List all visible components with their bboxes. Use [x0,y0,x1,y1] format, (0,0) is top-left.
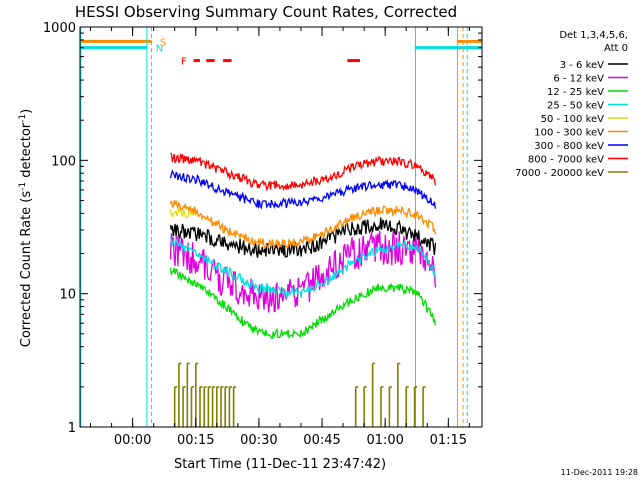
annotation-s: S [160,37,166,48]
x-tick-label: 01:15 [430,433,467,448]
x-tick-label: 00:15 [177,433,214,448]
y-tick-label: 1000 [43,21,76,36]
status-bands [80,39,482,63]
y-axis-label-sup1: -1 [18,182,28,191]
series-3 [169,236,437,299]
y-tick-label: 1 [68,421,76,436]
x-tick-label: 00:30 [240,433,277,448]
legend-header-0: Det 1,3,4,5,6, [559,30,628,41]
legend-label-8: 7000 - 20000 keV [515,168,604,179]
x-tick-label: 00:00 [114,433,151,448]
series-0 [169,217,437,259]
legend-label-1: 6 - 12 keV [553,74,604,85]
y-axis: 1 10 100 1000 [43,21,482,436]
legend-label-3: 25 - 50 keV [547,101,604,112]
y-axis-label-end: ) [19,109,34,114]
y-axis-label-sup2: -1 [18,114,28,123]
timestamp: 11-Dec-2011 19:28 [561,468,638,477]
y-tick-label: 100 [51,154,76,169]
series-7 [170,152,437,192]
series-5 [169,200,437,250]
plot-frame [79,26,483,428]
y-axis-label: Corrected Count Rate (s-1 detector-1) [18,109,34,347]
annotation-f: F [181,57,187,68]
annotation-n: N [156,44,163,55]
legend-header-1: Att 0 [604,43,628,54]
series-4 [169,207,197,219]
series-8 [173,362,426,427]
x-tick-label: 01:00 [366,433,403,448]
y-axis-label-mid: detector [19,122,34,182]
x-axis: 00:00 00:15 00:30 00:45 01:00 01:15 [90,27,470,448]
series-6 [169,169,437,210]
y-tick-label: 10 [59,288,76,303]
y-axis-label-main: Corrected Count Rate (s [19,191,34,348]
legend-label-7: 800 - 7000 keV [528,155,604,166]
legend-label-6: 300 - 800 keV [534,141,604,152]
legend-label-4: 50 - 100 keV [541,114,605,125]
x-tick-label: 00:45 [303,433,340,448]
vertical-markers [80,27,468,427]
legend-label-0: 3 - 6 keV [560,60,604,71]
series-layer [169,152,437,427]
series-1 [169,230,437,313]
legend: Det 1,3,4,5,6, Att 03 - 6 keV 6 - 12 keV 12… [515,30,628,179]
series-2 [169,267,437,340]
x-axis-label: Start Time (11-Dec-11 23:47:42) [174,457,386,472]
legend-label-5: 100 - 300 keV [534,128,604,139]
chart-title: HESSI Observing Summary Count Rates, Cor… [75,3,457,21]
annotation-labels: SN F [156,37,187,67]
legend-label-2: 12 - 25 keV [547,87,604,98]
